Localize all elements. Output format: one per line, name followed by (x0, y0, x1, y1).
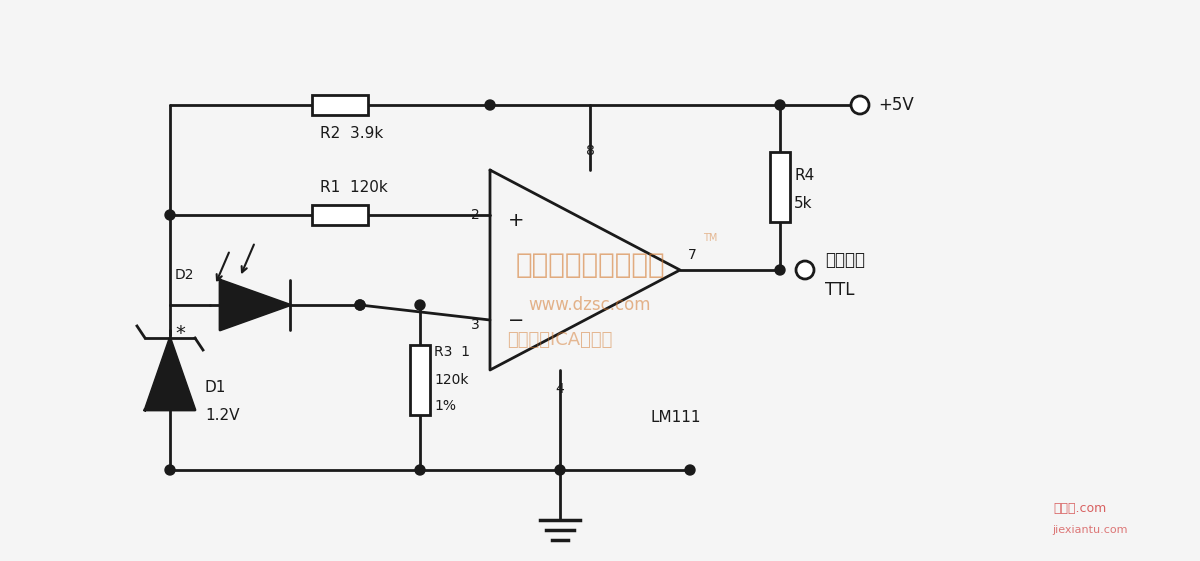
Circle shape (166, 210, 175, 220)
Polygon shape (145, 338, 194, 410)
Bar (312, 95, 368, 115)
Circle shape (775, 100, 785, 110)
Circle shape (166, 465, 175, 475)
Text: 2: 2 (472, 208, 480, 222)
Text: TM: TM (703, 233, 718, 243)
Circle shape (796, 261, 814, 279)
Bar (312, 205, 368, 225)
Circle shape (415, 465, 425, 475)
Text: +5V: +5V (878, 96, 913, 114)
Circle shape (485, 100, 496, 110)
Circle shape (415, 300, 425, 310)
Text: LM111: LM111 (650, 410, 701, 425)
Text: D2: D2 (175, 268, 194, 282)
Bar (410, 345, 430, 415)
Text: 8: 8 (586, 144, 594, 158)
Text: −: − (508, 310, 524, 329)
Circle shape (775, 265, 785, 275)
Text: R2  3.9k: R2 3.9k (320, 126, 383, 140)
Circle shape (685, 465, 695, 475)
Polygon shape (220, 280, 290, 330)
Text: 120k: 120k (434, 373, 468, 387)
Text: 杭州缝库电子市场网: 杭州缝库电子市场网 (515, 251, 665, 279)
Text: *: * (175, 324, 185, 343)
Text: 全球最大ICA购网站: 全球最大ICA购网站 (508, 331, 613, 349)
Text: R4: R4 (794, 168, 815, 182)
Circle shape (355, 300, 365, 310)
Text: R1  120k: R1 120k (320, 180, 388, 195)
Text: 3: 3 (472, 318, 480, 332)
Text: 5k: 5k (794, 195, 812, 210)
Text: www.dzsc.com: www.dzsc.com (529, 296, 652, 314)
Text: jiexiantu.com: jiexiantu.com (1052, 525, 1128, 535)
Text: 7: 7 (688, 248, 697, 262)
Circle shape (851, 96, 869, 114)
Text: 接线图.com: 接线图.com (1054, 502, 1106, 514)
Text: R3  1: R3 1 (434, 345, 470, 359)
Bar (770, 152, 790, 222)
Text: 4: 4 (556, 382, 564, 396)
Circle shape (554, 465, 565, 475)
Text: 1.2V: 1.2V (205, 407, 240, 422)
Text: TTL: TTL (826, 281, 854, 299)
Circle shape (355, 300, 365, 310)
Text: +: + (508, 210, 524, 229)
Text: 输出驱动: 输出驱动 (826, 251, 865, 269)
Text: D1: D1 (205, 379, 227, 394)
Text: 1%: 1% (434, 399, 456, 413)
